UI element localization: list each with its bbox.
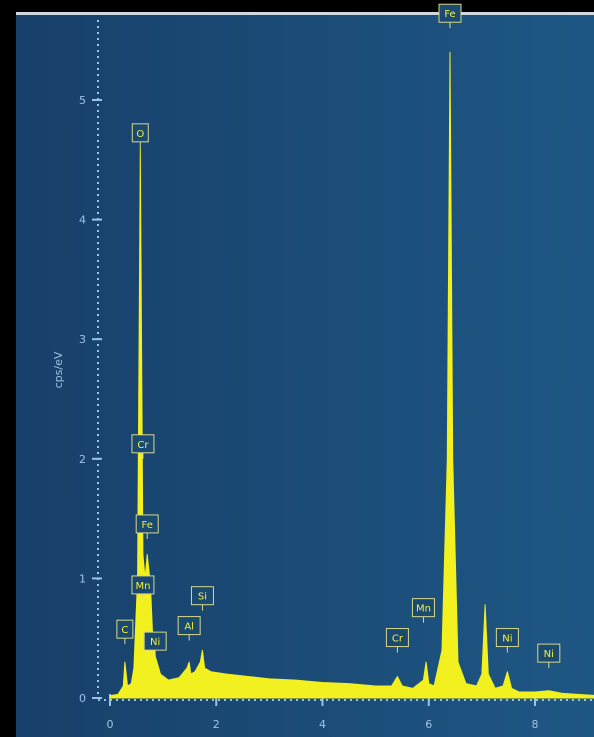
peak-label-ni: Ni bbox=[537, 643, 561, 669]
x-tick-label: 8 bbox=[532, 718, 539, 731]
y-tick-label: 5 bbox=[79, 94, 86, 107]
peak-label-fe: Fe bbox=[438, 3, 462, 29]
peak-label-text: Ni bbox=[150, 637, 160, 648]
peak-label-text: Cr bbox=[137, 440, 149, 451]
peak-label-text: Cr bbox=[392, 634, 404, 645]
peak-label-fe: Fe bbox=[135, 514, 159, 539]
peak-label-text: Ni bbox=[502, 634, 512, 645]
peak-label-text: Si bbox=[198, 592, 207, 603]
x-tick-label: 2 bbox=[213, 718, 220, 731]
peak-label-ni: Ni bbox=[143, 631, 167, 657]
peak-label-al: Al bbox=[177, 616, 201, 641]
peak-label-text: C bbox=[121, 625, 128, 636]
peak-label-text: Mn bbox=[135, 581, 150, 592]
peak-label-text: Al bbox=[184, 622, 194, 633]
peak-label-text: Mn bbox=[416, 604, 431, 615]
peak-label-cr: Cr bbox=[385, 628, 409, 653]
y-tick-label: 2 bbox=[79, 453, 86, 466]
plot-panel-top-border bbox=[16, 12, 594, 15]
y-tick-label: 4 bbox=[79, 214, 86, 227]
y-tick-label: 1 bbox=[79, 572, 86, 585]
plot-panel bbox=[16, 12, 594, 737]
x-tick-label: 4 bbox=[319, 718, 326, 731]
x-tick-label: 6 bbox=[425, 718, 432, 731]
peak-label-si: Si bbox=[190, 586, 214, 611]
y-axis-title: cps/eV bbox=[52, 351, 65, 388]
y-tick-label: 0 bbox=[79, 692, 86, 705]
peak-label-mn: Mn bbox=[411, 598, 435, 623]
peak-label-text: Fe bbox=[444, 9, 455, 20]
peak-label-c: C bbox=[116, 619, 134, 645]
peak-label-o: O bbox=[131, 123, 149, 148]
peak-label-text: O bbox=[136, 129, 144, 140]
peak-label-cr: Cr bbox=[131, 434, 155, 459]
peak-label-text: Fe bbox=[142, 520, 153, 531]
peak-label-ni: Ni bbox=[495, 628, 519, 653]
y-tick-label: 3 bbox=[79, 333, 86, 346]
spectrum-area bbox=[109, 51, 594, 699]
peak-label-mn: Mn bbox=[131, 575, 155, 600]
x-tick-label: 0 bbox=[107, 718, 114, 731]
peak-label-text: Ni bbox=[544, 649, 554, 660]
